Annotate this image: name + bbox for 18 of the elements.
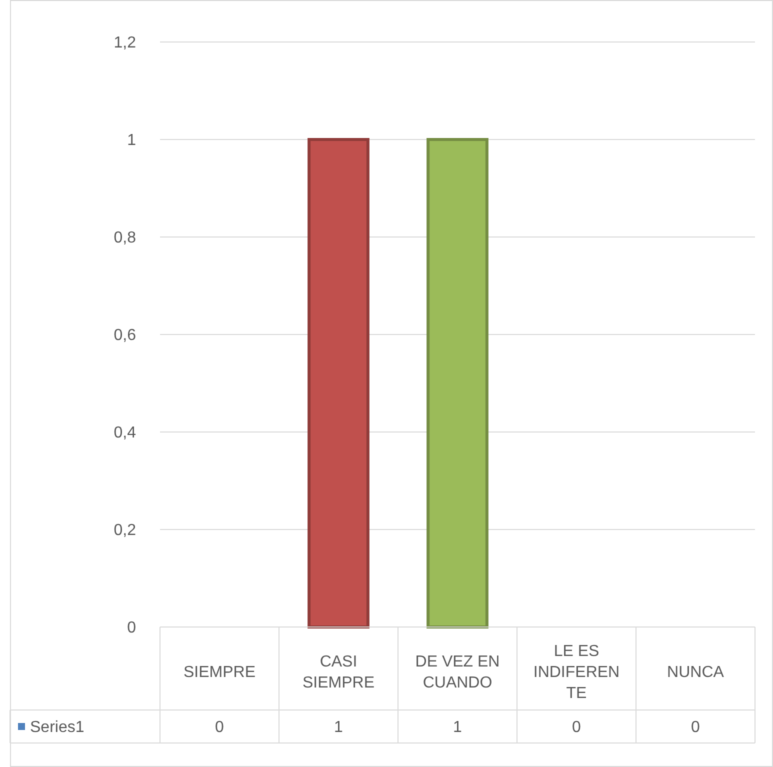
data-label: 1	[453, 719, 462, 736]
x-tick-label: SIEMPRE	[183, 664, 256, 682]
y-tick-label: 1,2	[114, 34, 136, 52]
y-tick-label: 0,8	[114, 230, 136, 247]
x-tick-label: CASI SIEMPRE	[302, 654, 375, 692]
text: Series1	[30, 719, 84, 736]
y-tick-label: 0	[127, 620, 136, 637]
data-label: 0	[572, 719, 582, 736]
y-tick-label: 1	[127, 132, 136, 150]
x-tick-label: LE ES INDIFERENTE	[533, 643, 620, 702]
data-label: 0	[691, 719, 700, 736]
x-tick-label: NUNCA	[667, 664, 724, 682]
data-label: 0	[215, 719, 224, 736]
y-tick-label: 0,6	[114, 327, 136, 344]
y-tick-label: 0,2	[114, 522, 136, 540]
x-tick-label: DE VEZ EN CUANDO	[415, 654, 500, 692]
data-label: 1	[334, 719, 344, 736]
y-tick-label: 0,4	[114, 424, 136, 442]
